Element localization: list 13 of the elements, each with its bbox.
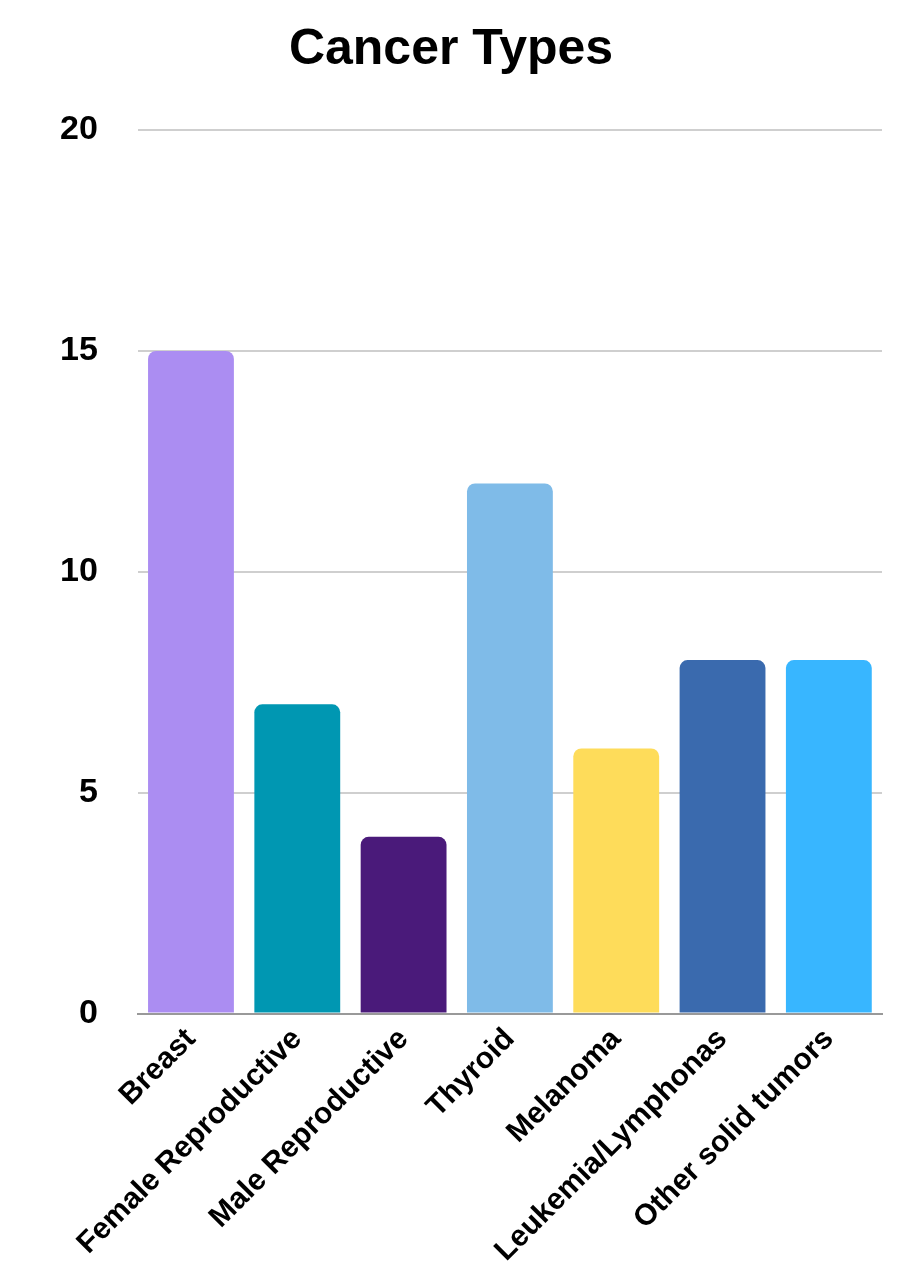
bar: [573, 748, 660, 1013]
chart-title: Cancer Types: [288, 18, 614, 75]
bar: [148, 350, 234, 1013]
y-tick-label: 5: [78, 771, 98, 810]
y-tick-label: 15: [59, 329, 98, 368]
bar: [360, 836, 447, 1013]
y-tick-label: 20: [59, 108, 98, 147]
bar: [785, 660, 872, 1013]
bar: [679, 660, 766, 1013]
y-tick-label: 0: [78, 991, 98, 1030]
bar: [466, 483, 553, 1013]
y-tick-label: 10: [59, 550, 98, 589]
bar: [254, 704, 341, 1013]
